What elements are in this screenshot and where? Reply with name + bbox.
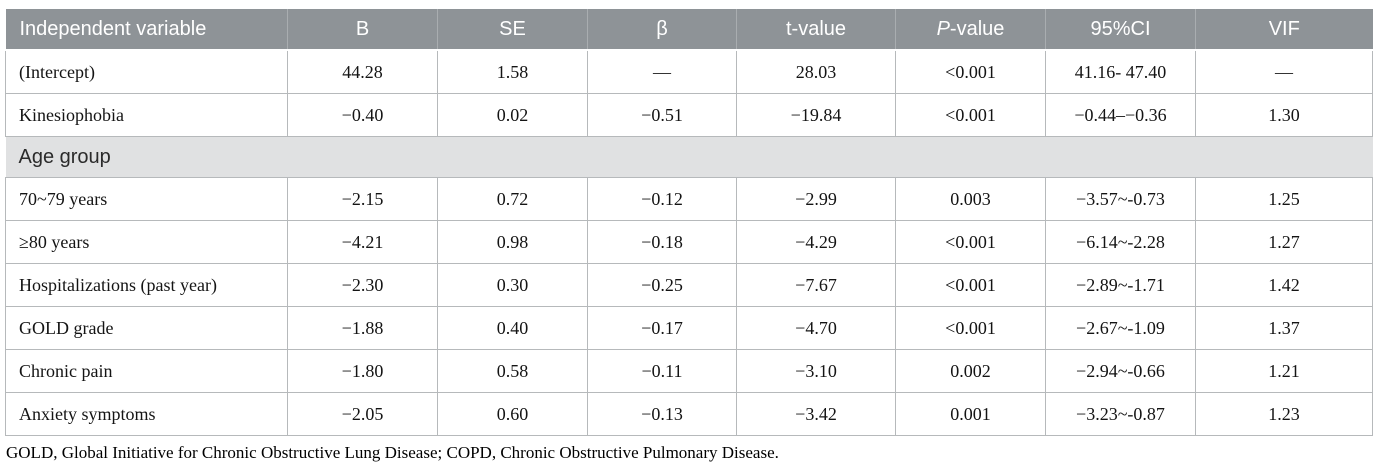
cell-beta: −0.25 [587, 263, 737, 307]
col-header-95ci: 95%CI [1045, 9, 1196, 51]
cell-95ci: −3.23~-0.87 [1045, 392, 1196, 436]
cell-vif: 1.27 [1195, 220, 1373, 264]
cell-t-value: −7.67 [736, 263, 896, 307]
cell-p-value: 0.003 [895, 177, 1046, 221]
cell-t-value: −4.70 [736, 306, 896, 350]
row-label: Anxiety symptoms [5, 392, 288, 436]
cell-t-value: −19.84 [736, 93, 896, 137]
table-row-gold-grade: GOLD grade −1.88 0.40 −0.17 −4.70 <0.001… [5, 306, 1373, 350]
cell-b: −2.30 [287, 263, 438, 307]
cell-p-value: <0.001 [895, 263, 1046, 307]
cell-b: 44.28 [287, 49, 438, 94]
section-header: Age group [5, 136, 1373, 178]
cell-p-value: <0.001 [895, 220, 1046, 264]
col-header-independent-variable: Independent variable [5, 9, 288, 51]
cell-b: −1.80 [287, 349, 438, 393]
cell-t-value: −3.42 [736, 392, 896, 436]
cell-beta: −0.51 [587, 93, 737, 137]
cell-se: 0.60 [437, 392, 588, 436]
cell-p-value: <0.001 [895, 93, 1046, 137]
cell-t-value: −4.29 [736, 220, 896, 264]
cell-se: 0.30 [437, 263, 588, 307]
row-label: Hospitalizations (past year) [5, 263, 288, 307]
cell-95ci: 41.16- 47.40 [1045, 49, 1196, 94]
table-row-kinesiophobia: Kinesiophobia −0.40 0.02 −0.51 −19.84 <0… [5, 93, 1373, 137]
cell-se: 0.72 [437, 177, 588, 221]
cell-b: −2.05 [287, 392, 438, 436]
cell-b: −0.40 [287, 93, 438, 137]
cell-se: 1.58 [437, 49, 588, 94]
cell-se: 0.58 [437, 349, 588, 393]
cell-b: −1.88 [287, 306, 438, 350]
section-row-age-group: Age group [5, 136, 1373, 178]
col-header-beta: β [587, 9, 737, 51]
cell-p-value: <0.001 [895, 49, 1046, 94]
cell-vif: 1.25 [1195, 177, 1373, 221]
row-label: (Intercept) [5, 49, 288, 94]
footnote: GOLD, Global Initiative for Chronic Obst… [6, 443, 779, 462]
cell-se: 0.02 [437, 93, 588, 137]
cell-beta: — [587, 49, 737, 94]
cell-beta: −0.12 [587, 177, 737, 221]
cell-95ci: −2.94~-0.66 [1045, 349, 1196, 393]
table-row-hospitalizations: Hospitalizations (past year) −2.30 0.30 … [5, 263, 1373, 307]
table-row-intercept: (Intercept) 44.28 1.58 — 28.03 <0.001 41… [5, 49, 1373, 94]
cell-beta: −0.11 [587, 349, 737, 393]
table-row-anxiety-symptoms: Anxiety symptoms −2.05 0.60 −0.13 −3.42 … [5, 392, 1373, 436]
cell-95ci: −2.89~-1.71 [1045, 263, 1196, 307]
cell-vif: 1.21 [1195, 349, 1373, 393]
cell-t-value: 28.03 [736, 49, 896, 94]
cell-95ci: −3.57~-0.73 [1045, 177, 1196, 221]
cell-beta: −0.13 [587, 392, 737, 436]
cell-vif: — [1195, 49, 1373, 94]
regression-table: Independent variable B SE β t-value P-va… [5, 9, 1373, 436]
col-header-se: SE [437, 9, 588, 51]
cell-se: 0.98 [437, 220, 588, 264]
table-row-80-plus-years: ≥80 years −4.21 0.98 −0.18 −4.29 <0.001 … [5, 220, 1373, 264]
cell-95ci: −0.44–−0.36 [1045, 93, 1196, 137]
table-row-70-79-years: 70~79 years −2.15 0.72 −0.12 −2.99 0.003… [5, 177, 1373, 221]
col-header-vif: VIF [1195, 9, 1373, 51]
row-label: ≥80 years [5, 220, 288, 264]
cell-se: 0.40 [437, 306, 588, 350]
cell-beta: −0.17 [587, 306, 737, 350]
col-header-p-value: P-value [895, 9, 1046, 51]
row-label: Chronic pain [5, 349, 288, 393]
cell-vif: 1.42 [1195, 263, 1373, 307]
cell-95ci: −2.67~-1.09 [1045, 306, 1196, 350]
col-header-t-value: t-value [736, 9, 896, 51]
cell-b: −4.21 [287, 220, 438, 264]
cell-95ci: −6.14~-2.28 [1045, 220, 1196, 264]
cell-vif: 1.37 [1195, 306, 1373, 350]
cell-p-value: <0.001 [895, 306, 1046, 350]
col-header-b: B [287, 9, 438, 51]
cell-b: −2.15 [287, 177, 438, 221]
row-label: GOLD grade [5, 306, 288, 350]
row-label: 70~79 years [5, 177, 288, 221]
p-value-rest-part: -value [949, 17, 1005, 40]
cell-beta: −0.18 [587, 220, 737, 264]
cell-vif: 1.30 [1195, 93, 1373, 137]
cell-p-value: 0.001 [895, 392, 1046, 436]
header-row: Independent variable B SE β t-value P-va… [5, 9, 1373, 51]
cell-t-value: −2.99 [736, 177, 896, 221]
row-label: Kinesiophobia [5, 93, 288, 137]
cell-t-value: −3.10 [736, 349, 896, 393]
cell-vif: 1.23 [1195, 392, 1373, 436]
p-value-italic-part: P [936, 17, 950, 40]
cell-p-value: 0.002 [895, 349, 1046, 393]
table-row-chronic-pain: Chronic pain −1.80 0.58 −0.11 −3.10 0.00… [5, 349, 1373, 393]
